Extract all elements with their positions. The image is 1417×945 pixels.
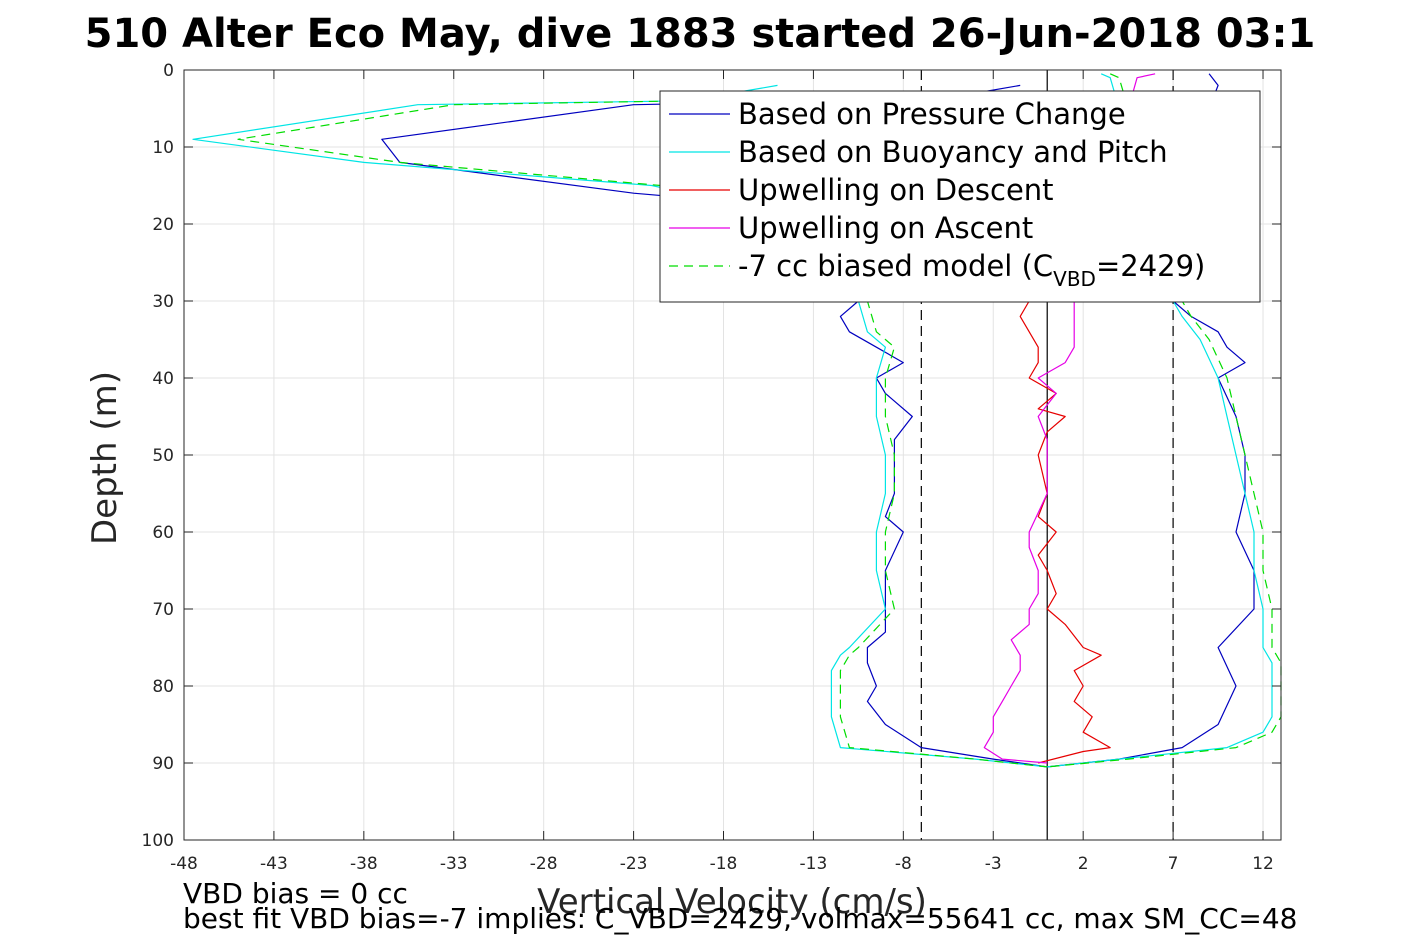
x-tick-label: -8 bbox=[895, 854, 912, 874]
x-tick-label: -38 bbox=[350, 854, 378, 874]
y-tick-label: 40 bbox=[152, 369, 174, 389]
legend-entry: -7 cc biased model (CVBD=2429) bbox=[738, 249, 1205, 291]
y-axis-label: Depth (m) bbox=[85, 371, 125, 545]
y-tick-label: 70 bbox=[152, 600, 174, 620]
x-tick-label: 7 bbox=[1168, 854, 1179, 874]
series-line-5 bbox=[237, 92, 1048, 768]
y-tick-label: 100 bbox=[142, 831, 174, 851]
legend-entry: Upwelling on Descent bbox=[738, 173, 1054, 207]
y-tick-label: 50 bbox=[152, 446, 174, 466]
x-tick-label: -3 bbox=[985, 854, 1002, 874]
series-line-4 bbox=[983, 73, 1156, 764]
x-tick-label: -28 bbox=[530, 854, 558, 874]
x-axis-label: Vertical Velocity (cm/s) bbox=[537, 882, 927, 922]
vbd-bias-note: VBD bias = 0 cc bbox=[183, 877, 408, 910]
x-tick-label: -13 bbox=[800, 854, 828, 874]
legend-entry: Upwelling on Ascent bbox=[738, 211, 1033, 245]
y-tick-label: 30 bbox=[152, 292, 174, 312]
chart-title: 510 Alter Eco May, dive 1883 started 26-… bbox=[85, 11, 1316, 57]
y-tick-label: 10 bbox=[152, 138, 174, 158]
y-tick-label: 20 bbox=[152, 215, 174, 235]
x-tick-label: -48 bbox=[170, 854, 198, 874]
ticks: -48 -43 -38 -33 -28 -23 -18 -13 -8 -3 2 7 12 0 10 20 30 4… bbox=[142, 61, 1281, 874]
y-tick-label: 80 bbox=[152, 677, 174, 697]
y-tick-label: 60 bbox=[152, 523, 174, 543]
y-tick-label: 90 bbox=[152, 754, 174, 774]
legend-entry: Based on Pressure Change bbox=[738, 97, 1126, 131]
legend-box bbox=[659, 90, 1261, 303]
legend-entry: Based on Buoyancy and Pitch bbox=[738, 135, 1168, 169]
series-line-1 bbox=[381, 84, 1048, 768]
best-fit-note: best fit VBD bias=-7 implies: C_VBD=2429… bbox=[183, 902, 1297, 935]
legend: Based on Pressure Change Based on Buoyanc… bbox=[659, 90, 1261, 303]
x-tick-label: -18 bbox=[710, 854, 738, 874]
x-tick-label: -43 bbox=[260, 854, 288, 874]
x-tick-label: 12 bbox=[1252, 854, 1274, 874]
series-line-3 bbox=[1019, 300, 1111, 764]
series-line-2 bbox=[192, 84, 1048, 768]
x-tick-label: 2 bbox=[1078, 854, 1089, 874]
x-tick-label: -33 bbox=[440, 854, 468, 874]
x-tick-label: -23 bbox=[620, 854, 648, 874]
y-tick-label: 0 bbox=[163, 61, 174, 81]
